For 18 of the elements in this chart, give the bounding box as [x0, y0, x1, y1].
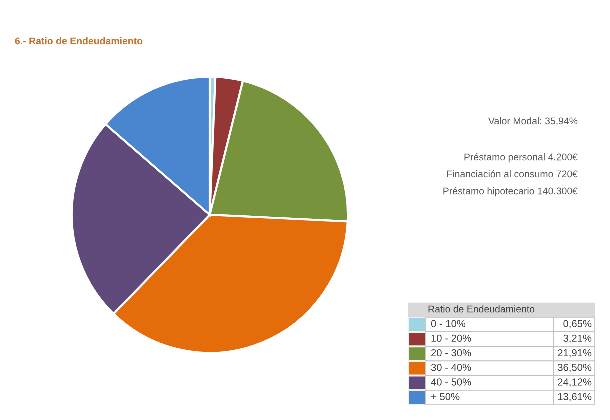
legend-label: 30 - 40% — [431, 364, 472, 372]
legend-label: 20 - 30% — [432, 349, 472, 357]
legend-label: + 50% — [431, 393, 460, 400]
data-label: 21,91% — [558, 349, 592, 358]
text: Valor Modal: 35,94% — [488, 117, 578, 126]
legend-title: Ratio de Endeudamiento — [428, 306, 535, 313]
text: Financiación al consumo 720€ — [447, 170, 578, 178]
data-label: 3,21% — [564, 334, 592, 344]
data-label: 13,61% — [558, 393, 592, 402]
data-label: 24,12% — [558, 378, 592, 388]
legend-label: 0 - 10% — [431, 320, 466, 328]
legend-label: 40 - 50% — [431, 378, 472, 386]
legend-label: 10 - 20% — [432, 334, 472, 342]
text: Préstamo personal 4.200€ — [464, 153, 578, 163]
data-label: 0,65% — [564, 320, 592, 329]
data-label: 36,50% — [558, 364, 592, 372]
text: Préstamo hipotecario 140.300€ — [444, 187, 578, 197]
chart-title: 6.- Ratio de Endeudamiento — [15, 37, 143, 45]
